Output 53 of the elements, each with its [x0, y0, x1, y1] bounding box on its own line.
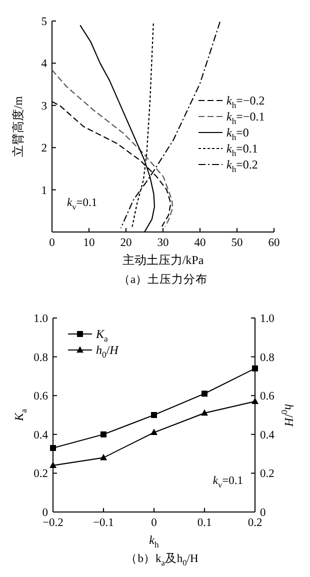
legend-label: k$_{h}$=−0.2	[226, 94, 265, 110]
point	[151, 412, 157, 418]
y2-tick-label: 0	[260, 507, 266, 519]
x-tick-label: 40	[194, 237, 206, 249]
y2-tick-label: 0.6	[260, 390, 275, 403]
point	[202, 390, 208, 397]
x-tick-label: 0.2	[248, 517, 262, 529]
x-tick-label: 0.1	[197, 517, 212, 529]
point	[100, 431, 106, 438]
y-tick-label: 1.0	[34, 313, 48, 325]
y2-tick-label: 0.8	[260, 352, 275, 364]
x-tick-label: 50	[231, 237, 243, 249]
point	[50, 462, 56, 468]
y-tick-label: 0.2	[34, 468, 48, 480]
x-tick-label: −0.1	[93, 517, 114, 529]
point	[100, 454, 107, 460]
y2-tick-label: 1.0	[260, 313, 275, 325]
legend-label: h$_{0}$/H	[96, 343, 120, 360]
y-tick-label: 3	[41, 100, 48, 112]
x-tick-label: 20	[120, 237, 132, 249]
point	[150, 428, 158, 436]
y-tick-label: 1	[41, 184, 48, 197]
line-series	[51, 69, 174, 228]
text: （b）k$_{a}$及h$_{0}$/H	[126, 552, 198, 568]
y2-tick-label: 0.4	[260, 429, 275, 442]
text: （a）土压力分布	[118, 273, 208, 286]
y-tick-label: 4	[41, 58, 48, 70]
legend-label: k$_{h}$=−0.1	[226, 110, 265, 126]
point	[201, 409, 208, 416]
annotation: k$_{v}$=0.1	[212, 475, 244, 490]
y-tick-label: 0.4	[34, 429, 48, 442]
annotation: k$_{v}$=0.1	[67, 197, 98, 212]
legend-label: k$_{h}$=0.1	[226, 142, 258, 158]
legend-label: K$_{a}$	[95, 327, 108, 344]
y-tick-label: 5	[41, 16, 48, 28]
x-tick-label: 10	[83, 237, 95, 249]
y2-tick-label: 0.2	[260, 468, 275, 480]
x-tick-label: 60	[268, 237, 280, 249]
y-tick-label: 0.6	[34, 390, 48, 403]
x-tick-label: −0.2	[42, 517, 64, 529]
legend-label: k$_{h}$=0.2	[226, 158, 258, 174]
x-tick-label: 30	[157, 237, 169, 249]
point	[252, 365, 258, 372]
y-axis-title: 立臂高度/m	[11, 96, 25, 157]
x-axis-title: k$_{h}$	[149, 533, 160, 550]
y-tick-label: 0.8	[34, 352, 48, 364]
x-tick-label: 0	[151, 517, 158, 529]
x-axis-title: 主动土压力/kPa	[122, 253, 204, 267]
y-tick-label: 0	[42, 507, 48, 519]
legend-label: k$_{h}$=0	[226, 126, 249, 142]
y-tick-label: 2	[41, 142, 48, 155]
point	[252, 398, 258, 404]
point	[50, 444, 56, 451]
